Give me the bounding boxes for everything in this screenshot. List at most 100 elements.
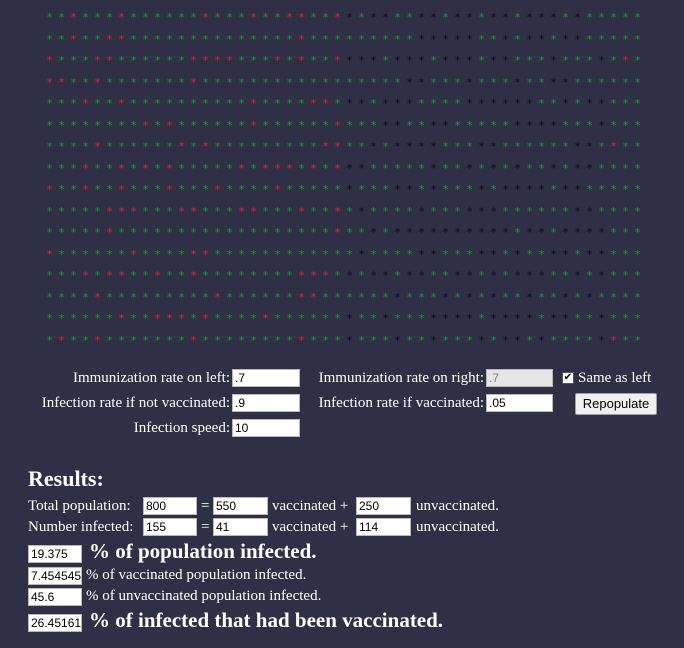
grid-cell: * [382, 183, 389, 196]
number-infected-label: Number infected: [28, 519, 134, 535]
grid-cell: * [118, 32, 125, 46]
grid-cell: * [538, 226, 545, 239]
grid-cell: * [622, 97, 629, 110]
grid-cell: * [118, 333, 125, 347]
infection-not-vaccinated-input[interactable]: .9 [232, 394, 300, 412]
grid-cell: * [382, 75, 389, 89]
grid-cell: * [394, 118, 401, 132]
grid-cell: * [382, 54, 389, 67]
grid-cell: * [562, 118, 569, 132]
grid-cell: * [454, 204, 461, 218]
grid-cell: * [154, 118, 161, 132]
grid-cell: * [430, 204, 437, 218]
grid-cell: * [226, 247, 233, 261]
grid-cell: * [562, 140, 569, 153]
grid-cell: * [406, 204, 413, 218]
grid-cell: * [454, 290, 461, 304]
grid-cell: * [346, 75, 353, 89]
grid-cell: * [154, 183, 161, 196]
grid-cell: * [610, 183, 617, 196]
immunization-left-input[interactable]: .7 [232, 369, 300, 387]
grid-cell: * [154, 204, 161, 218]
grid-cell: * [166, 11, 173, 24]
same-as-left-checkbox[interactable]: ✔ [562, 372, 574, 384]
grid-cell: * [622, 140, 629, 153]
grid-cell: * [238, 161, 245, 175]
grid-cell: * [250, 226, 257, 239]
grid-cell: * [562, 290, 569, 304]
grid-cell: * [418, 140, 425, 153]
immunization-right-input[interactable]: .7 [486, 369, 553, 387]
grid-cell: * [562, 247, 569, 261]
grid-cell: * [442, 75, 449, 89]
grid-cell: * [418, 183, 425, 196]
grid-cell: * [130, 183, 137, 196]
grid-cell: * [82, 97, 89, 110]
grid-cell: * [322, 32, 329, 46]
grid-cell: * [370, 140, 377, 153]
repopulate-button[interactable]: Repopulate [575, 393, 657, 415]
grid-cell: * [130, 269, 137, 282]
grid-cell: * [538, 161, 545, 175]
grid-cell: * [58, 97, 65, 110]
total-population-label: Total population: [28, 498, 131, 514]
grid-cell: * [322, 290, 329, 304]
grid-cell: * [418, 32, 425, 46]
grid-cell: * [106, 183, 113, 196]
grid-cell: * [166, 269, 173, 282]
grid-cell: * [394, 11, 401, 24]
grid-cell: * [478, 226, 485, 239]
grid-cell: * [538, 140, 545, 153]
grid-cell: * [634, 118, 641, 132]
grid-cell: * [46, 140, 53, 153]
grid-cell: * [262, 204, 269, 218]
grid-cell: * [166, 75, 173, 89]
grid-cell: * [178, 333, 185, 347]
grid-cell: * [322, 11, 329, 24]
grid-cell: * [46, 226, 53, 239]
grid-cell: * [82, 75, 89, 89]
infection-vaccinated-input[interactable]: .05 [486, 394, 553, 412]
grid-cell: * [58, 11, 65, 24]
grid-cell: * [106, 140, 113, 153]
grid-cell: * [70, 161, 77, 175]
grid-cell: * [526, 269, 533, 282]
grid-cell: * [562, 161, 569, 175]
grid-cell: * [430, 32, 437, 46]
grid-cell: * [382, 161, 389, 175]
grid-cell: * [94, 11, 101, 24]
grid-cell: * [70, 333, 77, 347]
grid-cell: * [310, 226, 317, 239]
grid-cell: * [526, 32, 533, 46]
infected-vaccinated-value: 41 [213, 518, 268, 536]
grid-cell: * [526, 183, 533, 196]
grid-cell: * [490, 140, 497, 153]
grid-cell: * [382, 269, 389, 282]
grid-cell: * [286, 54, 293, 67]
grid-cell: * [334, 204, 341, 218]
grid-cell: * [358, 204, 365, 218]
grid-cell: * [130, 204, 137, 218]
grid-cell: * [334, 140, 341, 153]
grid-cell: * [250, 97, 257, 110]
pct-population-infected-value: 19.375 [28, 545, 82, 563]
grid-cell: * [550, 290, 557, 304]
grid-cell: * [442, 54, 449, 67]
grid-cell: * [142, 97, 149, 110]
grid-cell: * [562, 32, 569, 46]
infection-speed-input[interactable]: 10 [232, 419, 300, 437]
grid-cell: * [190, 312, 197, 325]
grid-cell: * [274, 247, 281, 261]
grid-cell: * [190, 118, 197, 132]
grid-cell: * [442, 97, 449, 110]
grid-cell: * [634, 312, 641, 325]
grid-cell: * [598, 75, 605, 89]
grid-cell: * [478, 54, 485, 67]
grid-cell: * [466, 226, 473, 239]
grid-cell: * [406, 183, 413, 196]
grid-cell: * [178, 247, 185, 261]
grid-cell: * [610, 97, 617, 110]
grid-cell: * [250, 75, 257, 89]
grid-cell: * [574, 140, 581, 153]
grid-cell: * [562, 183, 569, 196]
